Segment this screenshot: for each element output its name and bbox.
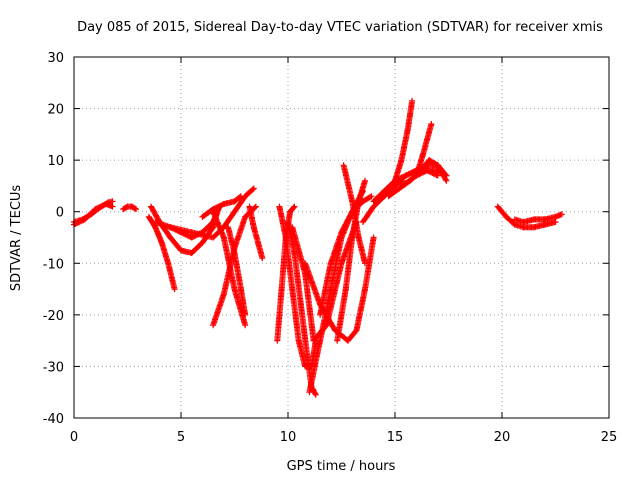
- data-points: [71, 97, 565, 398]
- data-point-markers: [274, 286, 285, 344]
- y-tick-label: 0: [56, 206, 64, 221]
- y-tick-label: -30: [43, 360, 64, 375]
- tick-labels: 0 5 10 15 20 25 -40 -30 -20 -10 0 10 20 30: [43, 51, 618, 445]
- x-tick-label: 15: [387, 430, 404, 445]
- data-point-markers: [188, 239, 206, 256]
- data-point-markers: [289, 286, 302, 344]
- data-point-markers: [370, 193, 388, 210]
- data-point-markers: [340, 162, 356, 205]
- x-tick-label: 0: [70, 430, 78, 445]
- data-point-markers: [165, 260, 178, 293]
- data-point-markers: [359, 203, 377, 225]
- data-point-markers: [306, 337, 324, 396]
- axis-ticks: [73, 56, 610, 419]
- data-point-markers: [370, 188, 388, 205]
- data-point-markers: [199, 206, 217, 220]
- data-point-markers: [103, 201, 116, 210]
- data-point-markers: [287, 203, 298, 215]
- plot-border: [73, 56, 610, 419]
- data-point-markers: [344, 327, 360, 344]
- chart-title: Day 085 of 2015, Sidereal Day-to-day VTE…: [77, 20, 603, 35]
- x-tick-label: 10: [280, 430, 297, 445]
- data-point-markers: [355, 177, 368, 205]
- series-arc-27: [494, 203, 559, 231]
- data-point-markers: [310, 322, 330, 344]
- data-point-markers: [167, 234, 184, 254]
- data-point-markers: [541, 219, 559, 228]
- data-point-markers: [362, 234, 377, 293]
- data-point-markers: [317, 301, 339, 334]
- series-arc-9: [210, 208, 249, 329]
- data-point-markers: [231, 193, 249, 215]
- series-arc-10: [225, 224, 249, 318]
- data-point-markers: [327, 229, 345, 267]
- data-point-markers: [297, 301, 311, 360]
- series-arc-20: [302, 234, 377, 344]
- series-arc-19: [340, 162, 368, 267]
- data-point-markers: [231, 193, 244, 205]
- data-point-markers: [424, 121, 435, 143]
- data-point-markers: [494, 203, 510, 220]
- x-tick-label: 20: [494, 430, 511, 445]
- data-point-markers: [355, 234, 368, 267]
- data-point-markers: [302, 270, 317, 344]
- data-point-markers: [434, 162, 450, 179]
- series-arc-14: [285, 219, 319, 398]
- series-arc-1b: [71, 201, 116, 228]
- y-tick-label: -10: [43, 257, 64, 272]
- series-arc-2: [120, 203, 140, 213]
- data-point-markers: [81, 206, 99, 223]
- data-point-markers: [404, 97, 416, 133]
- series-arc-26: [413, 121, 435, 179]
- y-tick-label: -20: [43, 309, 64, 324]
- x-axis-label: GPS time / hours: [287, 459, 396, 474]
- data-point-markers: [242, 185, 257, 200]
- x-tick-label: 5: [177, 430, 185, 445]
- data-point-markers: [302, 260, 324, 308]
- data-point-markers: [424, 167, 441, 179]
- data-point-markers: [385, 185, 403, 200]
- data-point-markers: [128, 203, 140, 213]
- grid-lines: [74, 57, 609, 418]
- data-point-markers: [402, 172, 420, 187]
- data-point-markers: [220, 208, 238, 231]
- data-point-markers: [220, 234, 238, 293]
- y-axis-label: SDTVAR / TECUs: [9, 185, 24, 292]
- data-point-markers: [359, 193, 375, 205]
- y-tick-label: 30: [47, 51, 64, 66]
- data-point-markers: [291, 250, 304, 308]
- series-arc-28: [511, 211, 565, 225]
- data-point-markers: [342, 234, 356, 293]
- y-tick-label: 10: [47, 154, 64, 169]
- data-point-markers: [199, 219, 217, 236]
- x-tick-label: 25: [601, 430, 618, 445]
- y-tick-label: 20: [47, 103, 64, 118]
- data-point-markers: [231, 286, 249, 329]
- data-point-markers: [225, 224, 238, 256]
- data-point-markers: [255, 239, 266, 262]
- data-point-markers: [210, 208, 227, 241]
- data-point-markers: [381, 180, 398, 195]
- data-point-markers: [353, 286, 368, 334]
- data-point-markers: [210, 291, 227, 329]
- series-arc-11: [246, 203, 266, 262]
- data-point-markers: [295, 337, 309, 370]
- data-point-markers: [237, 286, 249, 318]
- y-tick-label: -40: [43, 412, 64, 427]
- data-point-markers: [552, 211, 565, 220]
- data-point-markers: [282, 234, 296, 293]
